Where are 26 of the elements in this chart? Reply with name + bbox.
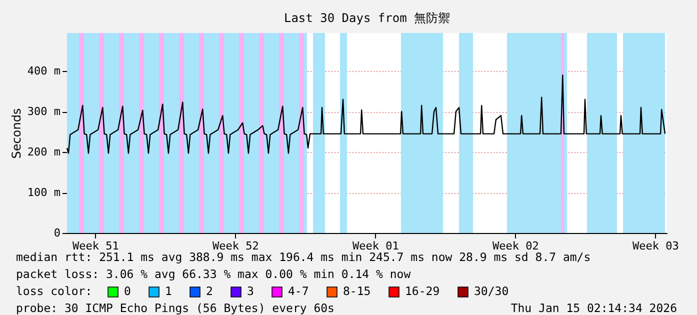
- y-tick-label: 200 m: [27, 146, 61, 159]
- y-axis-title: Seconds: [9, 108, 24, 159]
- legend-label: 1: [165, 284, 172, 298]
- x-tick-label: Week 03: [632, 240, 679, 252]
- chart-title: Last 30 Days from 無防禦: [284, 11, 450, 25]
- legend-label: 3: [247, 284, 254, 298]
- text: packet loss: 3.06 % avg 66.33 % max 0.00 % min 0.14 % now: [16, 267, 411, 281]
- text: probe: 30 ICMP Echo Pings (56 Bytes) every 60s: [16, 301, 334, 315]
- legend-label: 0: [124, 284, 131, 298]
- legend-label: 8-15: [343, 284, 371, 298]
- text: median rtt: 251.1 ms avg 388.9 ms max 196.4 ms min 245.7 ms now 28.9 ms sd 8.7 am/s: [16, 250, 591, 264]
- legend-label: 30/30: [474, 284, 509, 298]
- legend-label: 2: [206, 284, 213, 298]
- text: Thu Jan 15 02:14:34 2026: [510, 301, 678, 315]
- legend-title: loss color:: [16, 284, 92, 298]
- x-tick-label: Week 52: [212, 240, 259, 252]
- y-tick-label: 0: [54, 226, 60, 240]
- x-tick-label: Week 01: [352, 240, 399, 252]
- y-tick-label: 100 m: [27, 186, 61, 200]
- x-tick-label: Week 51: [72, 240, 119, 252]
- y-tick-label: 300 m: [27, 105, 61, 118]
- line-series: [66, 74, 666, 154]
- legend-label: 16-29: [405, 284, 440, 298]
- x-tick-label: Week 02: [492, 240, 539, 252]
- y-tick-label: 400 m: [27, 64, 61, 78]
- legend-label: 4-7: [288, 284, 309, 298]
